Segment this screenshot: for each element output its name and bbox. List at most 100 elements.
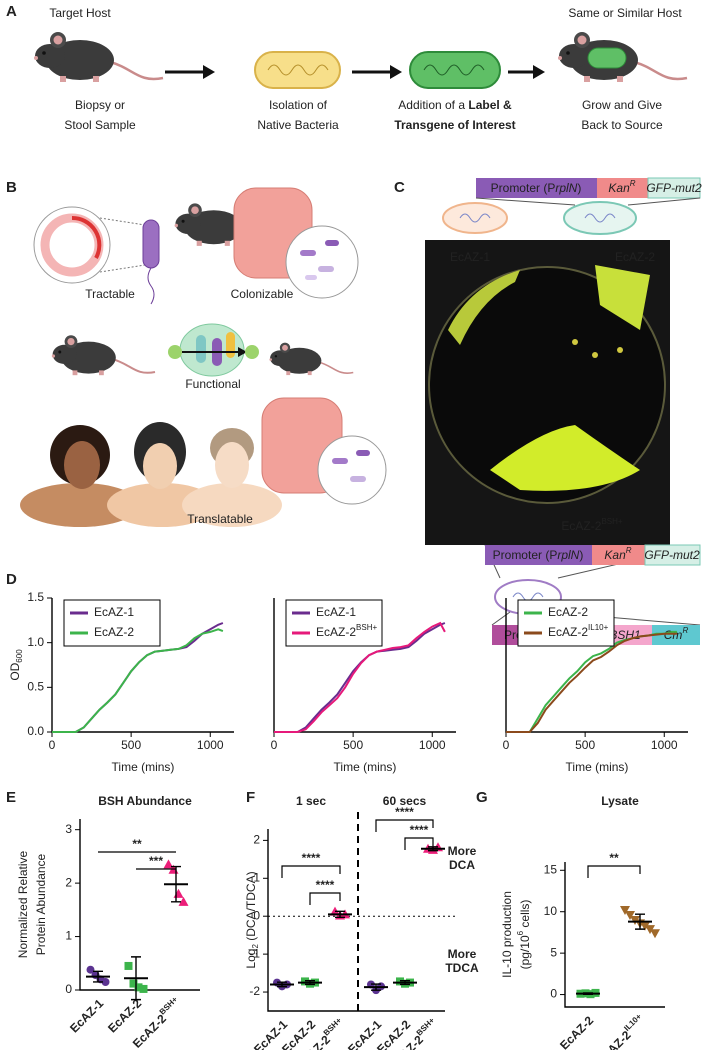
data-point [178,896,189,906]
construct-part-part: ) [579,548,583,562]
circle-shape [245,345,259,359]
ellipse-shape [182,483,282,527]
data-point [625,911,635,921]
legend-label: EcAZ-1 [316,605,356,619]
significance-label: *** [149,854,163,868]
ellipse-shape [215,442,249,488]
data-point [640,921,650,931]
panel-a-art [32,30,689,89]
y-tick-label: 5 [550,945,557,959]
circle-shape [285,225,359,299]
chart-title: BSH Abundance [98,794,192,808]
legend-label: EcAZ-2BSH+ [316,623,377,639]
circle-shape [592,352,598,358]
growth-curve [506,632,677,733]
y-axis-label-part: OD [8,662,22,680]
data-point [124,961,133,970]
construct-part: Promoter (PrplN) [491,181,582,195]
ellipse-shape [563,201,637,235]
x-tick-label: 500 [121,738,141,752]
legend-label: EcAZ-2 [94,625,134,639]
x-axis-label: Time (mins) [566,760,629,774]
legend-label-part: EcAZ-2 [548,605,588,619]
path-shape [490,425,640,491]
step-caption: Back to Source [581,118,663,132]
plate-label-part: BSH+ [601,517,622,526]
data-point [630,916,640,925]
significance-label: **** [302,851,321,865]
plate-label: EcAZ-2BSH+ [561,517,622,533]
significance-bracket [375,819,434,832]
y-axis-label: Protein Abundance [34,853,48,955]
rect-shape [305,275,317,280]
rect-shape [318,266,334,272]
x-tick-label: 1000 [197,738,224,752]
polygon-shape [533,65,545,79]
legend-label-part: IL10+ [588,623,609,632]
y-axis-label: Normalized Relative [16,850,30,958]
construct-part: KanR [604,546,631,562]
criterion: Colonizable [231,287,294,301]
legend-label: EcAZ-1 [94,605,134,619]
step-caption: Stool Sample [64,118,136,132]
circle-shape [317,435,387,505]
data-point [396,977,404,986]
rect-shape [644,544,701,566]
circle-shape [572,339,578,345]
x-tick-label: 1000 [651,738,678,752]
path-shape [423,64,485,76]
x-tick-label-part: EcAZ-1 [67,996,106,1035]
significance-bracket [309,892,341,905]
y-axis-label: IL-10 production [500,891,514,978]
y-tick-label: 1 [253,870,260,884]
ellipse-shape [442,202,508,234]
x-tick-label: 500 [343,738,363,752]
circle-shape [617,347,623,353]
data-point [650,929,660,939]
path-shape [595,265,650,330]
axis [267,829,445,1012]
use-shape [50,334,156,377]
panel-c-art [425,177,701,645]
step-caption: Grow and Give [582,98,662,112]
construct-part: Promoter (PrplN) [493,548,584,562]
construct-part-part: Promoter (P [491,181,556,195]
construct-part-part: ) [577,181,581,195]
line-shape [627,197,701,206]
legend-box [517,599,615,647]
step-caption: Isolation of [269,98,328,112]
panel-label: G [476,789,488,806]
rect-shape [652,625,700,645]
rect-shape [587,47,627,69]
growth-curve [274,621,446,733]
legend-box [63,599,161,647]
step-caption-part: Transgene of Interest [394,118,515,132]
criterion: Tractable [85,287,135,301]
panel-b-art [20,187,387,527]
data-point [134,983,143,992]
rect-shape [409,51,501,89]
significance-label: ** [132,837,142,851]
construct-part-part: R [630,179,636,188]
path-shape [267,64,329,76]
side-note: More [448,844,477,858]
y-axis-label-part: IL-10 production [500,891,514,978]
y-tick-label: 0.5 [27,680,44,694]
chart-title: Lysate [601,794,639,808]
plate-label-part: EcAZ-2 [561,519,601,533]
panel-label: A [6,3,17,20]
legend-label: EcAZ-2IL10+ [548,623,609,639]
polygon-shape [238,347,247,357]
construct-part-part: Kan [604,548,626,562]
y-tick-label: 1.0 [27,635,44,649]
step-caption: Transgene of Interest [394,118,515,132]
x-tick-label: EcAZ-2IL10+ [593,1012,648,1050]
growth-curve [506,630,677,733]
legend-box [285,599,383,647]
y-axis-label-part: Log [244,949,258,969]
path-shape [584,213,616,223]
data-point [86,965,95,974]
x-tick-label: EcAZ-1 [67,996,106,1035]
construct-part-part: Promoter (P [493,548,558,562]
